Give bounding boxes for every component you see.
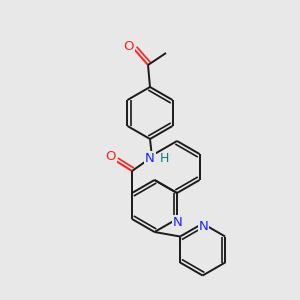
Text: N: N	[199, 220, 208, 233]
Text: O: O	[106, 151, 116, 164]
Text: H: H	[160, 152, 169, 166]
Text: O: O	[124, 40, 134, 52]
Text: N: N	[145, 152, 155, 164]
Text: N: N	[173, 215, 183, 229]
